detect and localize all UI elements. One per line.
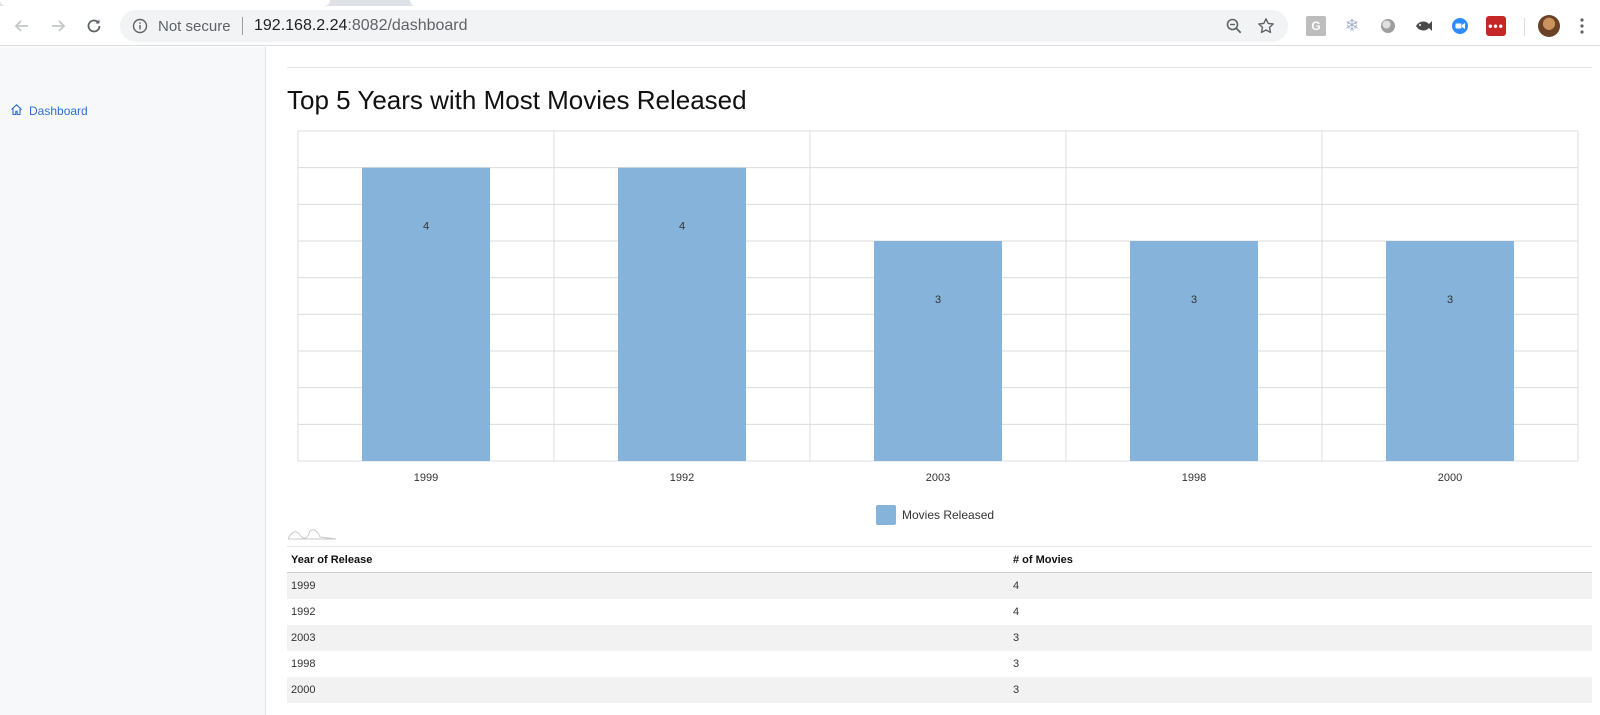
toolbar-divider — [1524, 18, 1525, 36]
column-header-count[interactable]: # of Movies — [1009, 546, 1592, 573]
x-axis-tick-label: 1992 — [670, 472, 694, 484]
address-bar[interactable]: Not secure 192.168.2.24:8082/dashboard — [120, 10, 1288, 42]
x-axis-tick-label: 1998 — [1182, 472, 1206, 484]
x-axis-tick-label: 2000 — [1438, 472, 1462, 484]
url-path: :8082/dashboard — [347, 17, 468, 34]
sidebar: Dashboard — [0, 47, 266, 715]
sparkline-icon — [288, 529, 336, 540]
chart-bar — [618, 167, 746, 461]
sidebar-item-dashboard[interactable]: Dashboard — [10, 103, 88, 119]
table-row: 1998 3 — [287, 651, 1592, 677]
bar-data-label: 3 — [1447, 294, 1453, 306]
table-row: 1992 4 — [287, 599, 1592, 625]
info-icon[interactable] — [130, 16, 150, 36]
url-host: 192.168.2.24 — [254, 17, 348, 34]
column-header-year[interactable]: Year of Release — [287, 546, 1009, 573]
snowflake-extension-icon[interactable]: ❄ — [1344, 16, 1360, 35]
chart-legend[interactable]: Movies Released — [876, 505, 994, 525]
table-header-row: Year of Release # of Movies — [287, 546, 1592, 573]
legend-label: Movies Released — [902, 508, 995, 522]
browser-toolbar: Not secure 192.168.2.24:8082/dashboard G… — [0, 6, 1600, 46]
circle-extension-icon[interactable] — [1378, 16, 1398, 36]
data-table: Year of Release # of Movies 1999 4 1992 … — [287, 546, 1592, 703]
lastpass-extension-icon[interactable]: ••• — [1486, 16, 1506, 36]
cell-count: 3 — [1009, 624, 1592, 651]
profile-avatar[interactable] — [1538, 15, 1560, 37]
x-axis-tick-label: 2003 — [926, 472, 950, 484]
fish-extension-icon[interactable] — [1414, 16, 1434, 36]
tab-strip — [0, 0, 1600, 6]
cell-year: 1999 — [287, 572, 1009, 599]
video-call-extension-icon[interactable] — [1450, 16, 1470, 36]
google-extension-icon[interactable]: G — [1306, 16, 1326, 36]
chart-bar — [1130, 241, 1258, 461]
cell-count: 3 — [1013, 657, 1020, 670]
browser-tab[interactable] — [0, 0, 330, 6]
legend-swatch — [876, 505, 896, 525]
browser-tab-active[interactable] — [410, 0, 1600, 6]
security-status[interactable]: Not secure — [158, 18, 231, 35]
address-divider — [242, 17, 243, 35]
cell-count: 3 — [1009, 676, 1592, 703]
cell-year: 1992 — [291, 605, 316, 618]
reload-icon[interactable] — [82, 14, 106, 38]
chart-bar — [1386, 241, 1514, 461]
cell-year: 2000 — [287, 676, 1009, 703]
back-icon[interactable] — [10, 14, 34, 38]
cell-count: 4 — [1013, 605, 1020, 618]
table-row: 2003 3 — [287, 624, 1592, 651]
bar-data-label: 3 — [1191, 294, 1197, 306]
chart-bar — [362, 167, 490, 461]
zoom-icon[interactable] — [1224, 16, 1244, 36]
bar-data-label: 3 — [935, 294, 941, 306]
cell-count: 4 — [1009, 572, 1592, 599]
home-icon — [10, 103, 23, 119]
bar-chart: 4 1999 4 1992 3 2003 3 1998 3 2000 — [297, 130, 1579, 484]
page-title: Top 5 Years with Most Movies Released — [287, 85, 747, 115]
url-text[interactable]: 192.168.2.24:8082/dashboard — [254, 17, 468, 35]
chart-bar — [874, 241, 1002, 461]
cell-year: 2003 — [287, 624, 1009, 651]
more-menu-icon[interactable] — [1572, 16, 1592, 36]
table-row: 1999 4 — [287, 572, 1592, 599]
sidebar-item-label: Dashboard — [29, 104, 88, 118]
header-divider — [287, 67, 1592, 68]
forward-icon[interactable] — [46, 14, 70, 38]
cell-year: 1998 — [291, 657, 316, 670]
bar-data-label: 4 — [423, 221, 429, 233]
table-row: 2000 3 — [287, 676, 1592, 703]
bookmark-star-icon[interactable] — [1256, 16, 1276, 36]
x-axis-tick-label: 1999 — [414, 472, 438, 484]
bar-data-label: 4 — [679, 221, 685, 233]
